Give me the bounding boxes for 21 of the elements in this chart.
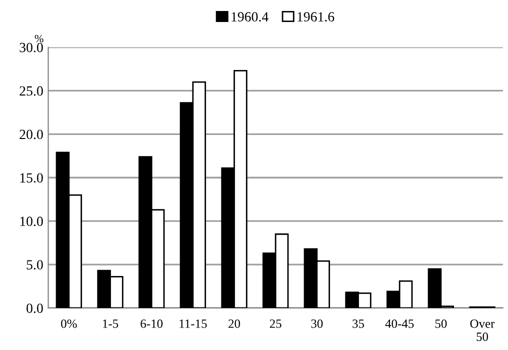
x-tick-label: 40-45 <box>385 319 414 328</box>
x-tick-label: 25 <box>270 320 282 328</box>
x-tick-label: 35 <box>352 320 364 328</box>
y-axis-title: % <box>34 34 44 42</box>
x-tick-label: 1-5 <box>103 320 118 328</box>
y-tick-label: 5.0 <box>26 260 43 270</box>
y-tick-label: 25.0 <box>20 86 43 96</box>
x-tick-label: 6-10 <box>140 319 163 328</box>
x-tick-label: 50 <box>435 319 447 328</box>
x-tick-label: 30 <box>311 319 323 328</box>
y-tick-label: 20.0 <box>20 130 43 140</box>
legend-label: 1961.6 <box>298 12 334 22</box>
y-tick-label: 0.0 <box>26 304 43 314</box>
x-tick-label: Over 50 <box>470 320 495 341</box>
x-tick-label: 11-15 <box>180 320 207 328</box>
legend-label: 1960.4 <box>232 12 268 22</box>
y-tick-label: 30.0 <box>20 42 43 52</box>
y-tick-label: 10.0 <box>20 216 43 226</box>
x-tick-label: 0% <box>61 319 77 328</box>
x-tick-label: 20 <box>228 319 240 328</box>
y-tick-label: 15.0 <box>20 173 43 183</box>
